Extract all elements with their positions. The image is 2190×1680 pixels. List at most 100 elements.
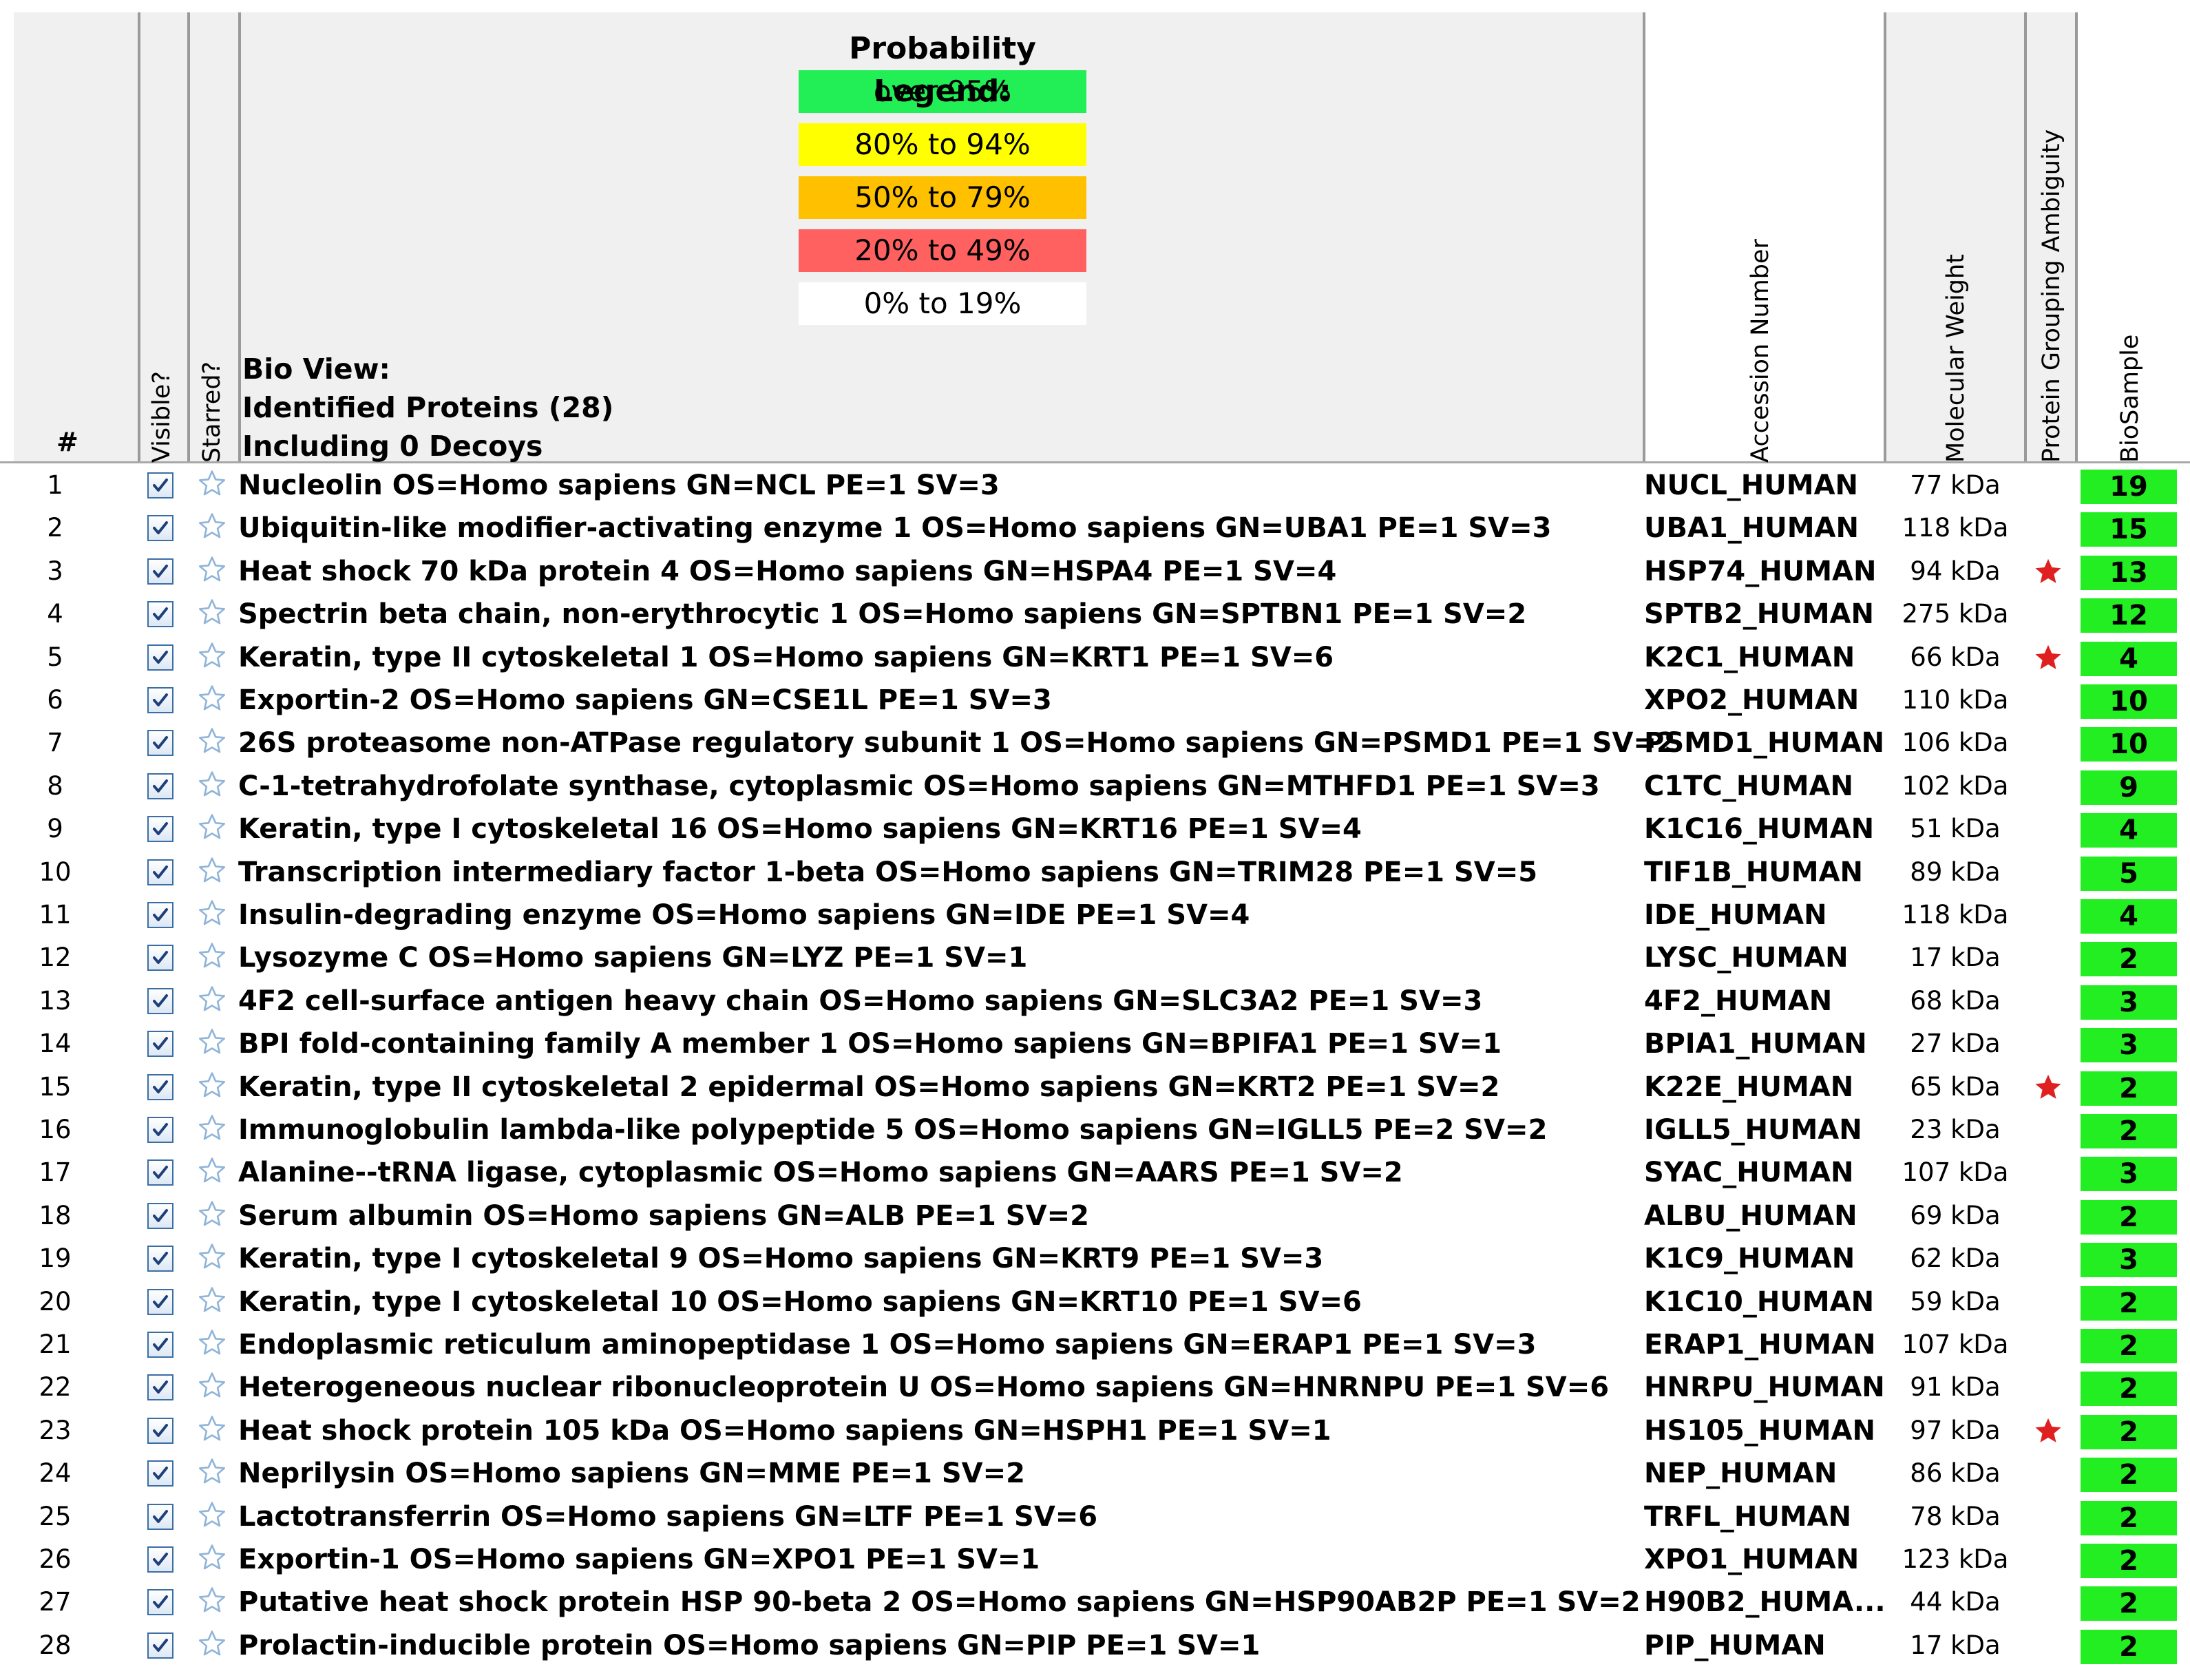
star-outline-icon[interactable]	[197, 855, 227, 885]
visible-checkbox[interactable]	[147, 902, 173, 928]
table-row[interactable]: 9 Keratin, type I cytoskeletal 16 OS=Homo…	[0, 808, 2190, 850]
starred-column-header[interactable]	[190, 12, 238, 463]
protein-description[interactable]: Alanine--tRNA ligase, cytoplasmic OS=Hom…	[238, 1157, 1403, 1188]
star-outline-icon[interactable]	[197, 812, 227, 842]
visible-checkbox[interactable]	[147, 515, 173, 541]
table-row[interactable]: 2 Ubiquitin-like modifier-activating enzy…	[0, 507, 2190, 549]
protein-description[interactable]: Spectrin beta chain, non-erythrocytic 1 …	[238, 598, 1527, 630]
star-outline-icon[interactable]	[197, 468, 227, 498]
protein-description[interactable]: BPI fold-containing family A member 1 OS…	[238, 1028, 1502, 1060]
table-row[interactable]: 6 Exportin-2 OS=Homo sapiens GN=CSE1L PE=…	[0, 679, 2190, 722]
table-row[interactable]: 10 Transcription intermediary factor 1-be…	[0, 851, 2190, 894]
table-row[interactable]: 24 Neprilysin OS=Homo sapiens GN=MME PE=1…	[0, 1452, 2190, 1495]
table-row[interactable]: 13 4F2 cell-surface antigen heavy chain O…	[0, 980, 2190, 1022]
visible-checkbox[interactable]	[147, 1246, 173, 1272]
star-outline-icon[interactable]	[197, 1113, 227, 1143]
protein-description[interactable]: 26S proteasome non-ATPase regulatory sub…	[238, 727, 1676, 759]
protein-description[interactable]: C-1-tetrahydrofolate synthase, cytoplasm…	[238, 770, 1600, 802]
visible-checkbox[interactable]	[147, 1289, 173, 1315]
table-row[interactable]: 25 Lactotransferrin OS=Homo sapiens GN=LT…	[0, 1495, 2190, 1538]
protein-description[interactable]: Lactotransferrin OS=Homo sapiens GN=LTF …	[238, 1501, 1098, 1533]
star-outline-icon[interactable]	[197, 1585, 227, 1615]
star-outline-icon[interactable]	[197, 1285, 227, 1315]
visible-checkbox[interactable]	[147, 1117, 173, 1143]
protein-description[interactable]: Heterogeneous nuclear ribonucleoprotein …	[238, 1372, 1610, 1403]
star-outline-icon[interactable]	[197, 726, 227, 756]
protein-description[interactable]: Nucleolin OS=Homo sapiens GN=NCL PE=1 SV…	[238, 470, 1000, 501]
star-outline-icon[interactable]	[197, 898, 227, 928]
table-row[interactable]: 19 Keratin, type I cytoskeletal 9 OS=Homo…	[0, 1237, 2190, 1280]
star-outline-icon[interactable]	[197, 1155, 227, 1186]
table-row[interactable]: 7 26S proteasome non-ATPase regulatory su…	[0, 722, 2190, 764]
star-outline-icon[interactable]	[197, 1500, 227, 1530]
table-row[interactable]: 27 Putative heat shock protein HSP 90-bet…	[0, 1581, 2190, 1624]
visible-checkbox[interactable]	[147, 1460, 173, 1487]
column-divider[interactable]	[238, 12, 241, 463]
visible-checkbox[interactable]	[147, 1546, 173, 1573]
protein-description[interactable]: Ubiquitin-like modifier-activating enzym…	[238, 512, 1552, 544]
visible-checkbox[interactable]	[147, 601, 173, 627]
visible-checkbox[interactable]	[147, 1374, 173, 1400]
visible-checkbox[interactable]	[147, 1632, 173, 1659]
table-row[interactable]: 22 Heterogeneous nuclear ribonucleoprotei…	[0, 1366, 2190, 1409]
protein-description[interactable]: Heat shock 70 kDa protein 4 OS=Homo sapi…	[238, 556, 1337, 587]
star-outline-icon[interactable]	[197, 1070, 227, 1100]
protein-description[interactable]: Keratin, type II cytoskeletal 1 OS=Homo …	[238, 642, 1334, 673]
visible-checkbox[interactable]	[147, 988, 173, 1014]
table-row[interactable]: 17 Alanine--tRNA ligase, cytoplasmic OS=H…	[0, 1151, 2190, 1194]
visible-checkbox[interactable]	[147, 816, 173, 842]
protein-description[interactable]: Lysozyme C OS=Homo sapiens GN=LYZ PE=1 S…	[238, 942, 1028, 974]
table-row[interactable]: 1 Nucleolin OS=Homo sapiens GN=NCL PE=1 S…	[0, 464, 2190, 507]
table-row[interactable]: 11 Insulin-degrading enzyme OS=Homo sapie…	[0, 894, 2190, 936]
visible-checkbox[interactable]	[147, 730, 173, 756]
protein-description[interactable]: Exportin-1 OS=Homo sapiens GN=XPO1 PE=1 …	[238, 1544, 1040, 1575]
protein-description[interactable]: Keratin, type I cytoskeletal 9 OS=Homo s…	[238, 1243, 1324, 1274]
visible-checkbox[interactable]	[147, 1332, 173, 1358]
table-row[interactable]: 8 C-1-tetrahydrofolate synthase, cytoplas…	[0, 765, 2190, 808]
visible-checkbox[interactable]	[147, 644, 173, 671]
table-row[interactable]: 18 Serum albumin OS=Homo sapiens GN=ALB P…	[0, 1195, 2190, 1237]
visible-checkbox[interactable]	[147, 945, 173, 971]
table-row[interactable]: 4 Spectrin beta chain, non-erythrocytic 1…	[0, 593, 2190, 636]
star-outline-icon[interactable]	[197, 511, 227, 541]
table-row[interactable]: 5 Keratin, type II cytoskeletal 1 OS=Homo…	[0, 636, 2190, 679]
star-outline-icon[interactable]	[197, 1241, 227, 1272]
visible-checkbox[interactable]	[147, 1418, 173, 1444]
accession-column-header[interactable]	[1645, 12, 1884, 463]
protein-description[interactable]: Serum albumin OS=Homo sapiens GN=ALB PE=…	[238, 1200, 1089, 1232]
visible-checkbox[interactable]	[147, 1504, 173, 1530]
table-row[interactable]: 21 Endoplasmic reticulum aminopeptidase 1…	[0, 1323, 2190, 1366]
column-divider[interactable]	[187, 12, 190, 463]
star-outline-icon[interactable]	[197, 984, 227, 1014]
visible-checkbox[interactable]	[147, 1589, 173, 1615]
table-row[interactable]: 3 Heat shock 70 kDa protein 4 OS=Homo sap…	[0, 550, 2190, 593]
star-outline-icon[interactable]	[197, 1414, 227, 1444]
star-outline-icon[interactable]	[197, 597, 227, 627]
ambiguity-column-header[interactable]	[2027, 12, 2075, 463]
protein-description[interactable]: Immunoglobulin lambda-like polypeptide 5…	[238, 1114, 1548, 1146]
num-column-header[interactable]	[14, 12, 138, 463]
visible-checkbox[interactable]	[147, 1074, 173, 1100]
table-row[interactable]: 28 Prolactin-inducible protein OS=Homo sa…	[0, 1624, 2190, 1667]
star-outline-icon[interactable]	[197, 554, 227, 585]
star-outline-icon[interactable]	[197, 1199, 227, 1229]
visible-checkbox[interactable]	[147, 1203, 173, 1229]
table-row[interactable]: 23 Heat shock protein 105 kDa OS=Homo sap…	[0, 1409, 2190, 1452]
table-row[interactable]: 16 Immunoglobulin lambda-like polypeptide…	[0, 1109, 2190, 1151]
star-outline-icon[interactable]	[197, 1370, 227, 1400]
star-outline-icon[interactable]	[197, 1628, 227, 1659]
star-outline-icon[interactable]	[197, 640, 227, 671]
protein-description[interactable]: Insulin-degrading enzyme OS=Homo sapiens…	[238, 899, 1250, 931]
table-row[interactable]: 14 BPI fold-containing family A member 1 …	[0, 1022, 2190, 1065]
star-outline-icon[interactable]	[197, 1327, 227, 1358]
protein-description[interactable]: 4F2 cell-surface antigen heavy chain OS=…	[238, 985, 1483, 1017]
visible-checkbox[interactable]	[147, 1159, 173, 1186]
star-outline-icon[interactable]	[197, 941, 227, 971]
column-divider[interactable]	[2075, 12, 2078, 463]
table-row[interactable]: 20 Keratin, type I cytoskeletal 10 OS=Hom…	[0, 1281, 2190, 1323]
protein-description[interactable]: Putative heat shock protein HSP 90-beta …	[238, 1586, 1641, 1618]
protein-description[interactable]: Keratin, type I cytoskeletal 16 OS=Homo …	[238, 813, 1362, 845]
column-divider[interactable]	[1643, 12, 1645, 463]
visible-checkbox[interactable]	[147, 472, 173, 498]
visible-checkbox[interactable]	[147, 859, 173, 885]
